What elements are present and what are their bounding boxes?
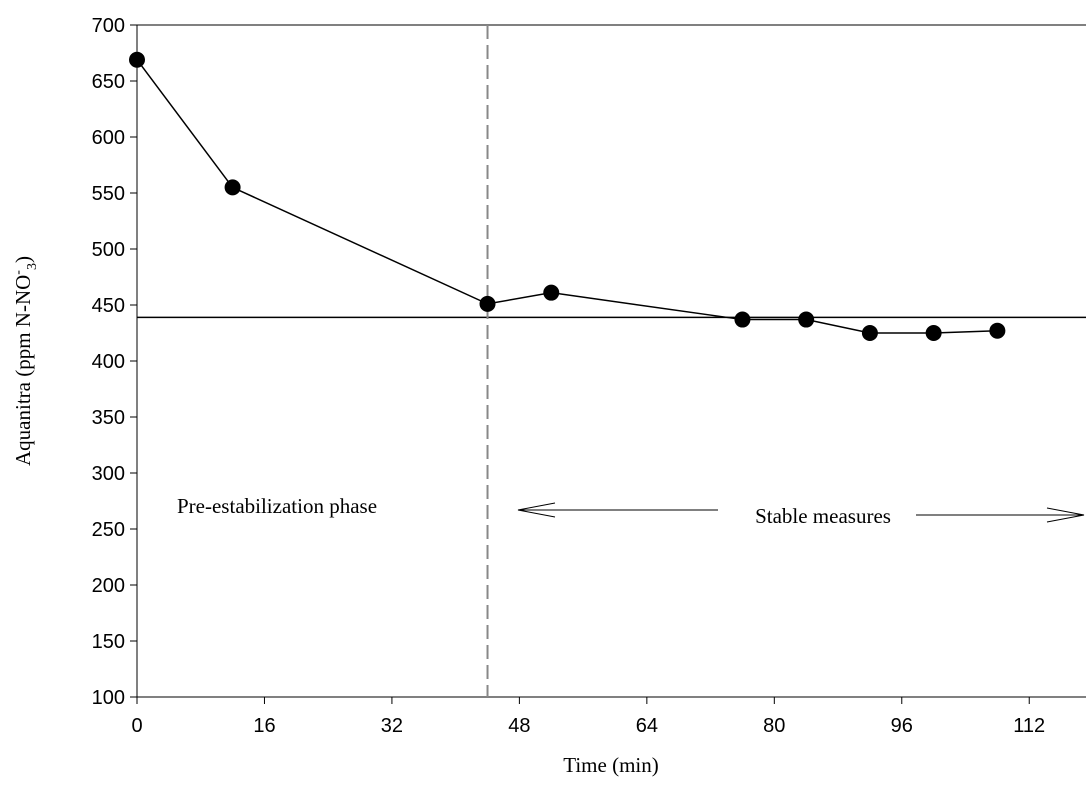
y-tick-label: 150 <box>92 631 125 653</box>
data-point <box>129 51 145 68</box>
x-tick-label: 112 <box>1013 715 1045 737</box>
y-tick-label: 500 <box>92 239 125 261</box>
x-tick-label: 64 <box>636 715 658 737</box>
data-point <box>224 179 241 196</box>
x-axis-label: Time (min) <box>563 753 658 777</box>
y-axis-label-sup: - <box>11 270 26 275</box>
y-tick-label: 250 <box>92 519 125 541</box>
data-point <box>734 311 751 328</box>
y-tick-label: 400 <box>92 351 125 373</box>
y-axis-label-text: Aquanitra (ppm N-NO <box>11 275 35 466</box>
x-tick-label: 0 <box>131 715 142 737</box>
y-axis-label-sub: 3 <box>25 263 40 270</box>
series-line <box>136 59 998 334</box>
data-point <box>479 295 496 312</box>
data-point <box>543 284 560 301</box>
data-point <box>861 325 878 341</box>
y-tick-label: 600 <box>92 127 125 149</box>
y-axis-label-end: ) <box>11 256 35 263</box>
y-tick-label: 650 <box>92 71 125 93</box>
y-axis-label: Aquanitra (ppm N-NO-3) <box>11 256 40 466</box>
annotation: Stable measures <box>755 504 891 528</box>
y-tick-label: 200 <box>92 575 125 597</box>
y-tick-label: 700 <box>92 15 125 37</box>
y-tick-label: 300 <box>92 463 125 485</box>
annotation: Pre-estabilization phase <box>177 494 377 518</box>
y-tick-label: 550 <box>92 183 125 205</box>
y-tick-label: 100 <box>92 687 125 709</box>
x-tick-label: 16 <box>253 715 275 737</box>
data-point <box>989 322 1006 339</box>
y-tick-label: 350 <box>92 407 125 429</box>
x-tick-label: 48 <box>508 715 530 737</box>
data-point <box>925 325 942 341</box>
arrows <box>517 502 1085 523</box>
data-point <box>798 311 815 328</box>
x-tick-label: 32 <box>381 715 403 737</box>
y-tick-label: 450 <box>92 295 125 317</box>
x-tick-label: 96 <box>891 715 913 737</box>
x-tick-label: 80 <box>763 715 785 737</box>
